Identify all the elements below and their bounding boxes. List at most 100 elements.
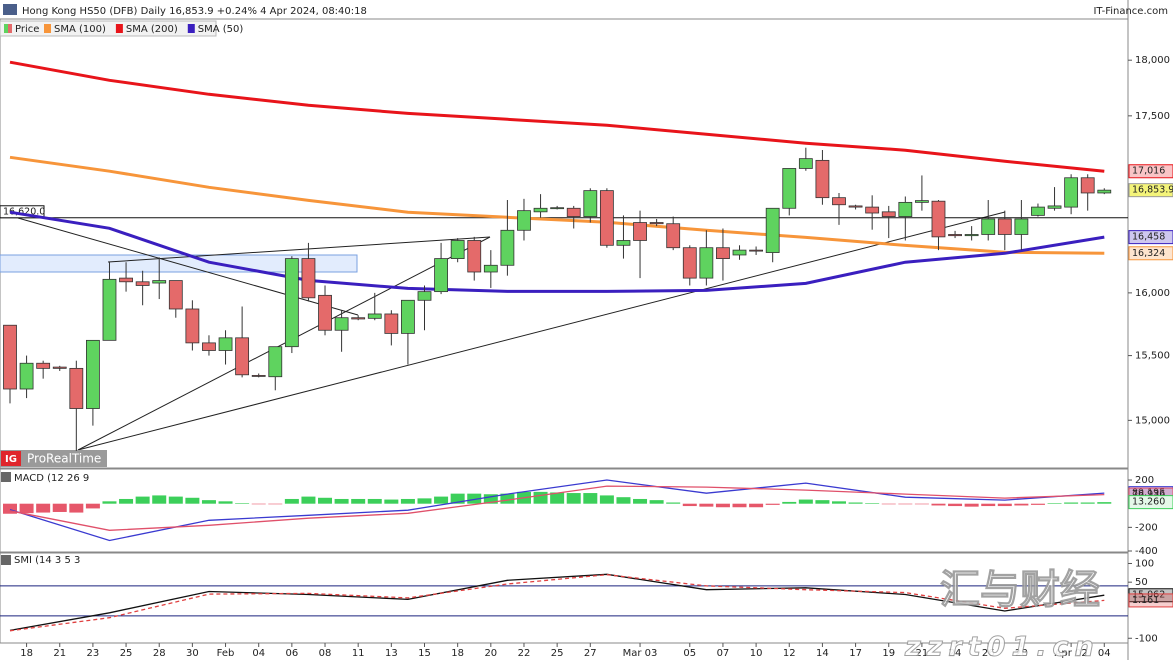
value-tag: 15.062	[1132, 590, 1165, 601]
y-tick-label: 50	[1135, 577, 1148, 588]
x-tick-label: 17	[849, 648, 862, 659]
legend-swatch	[4, 24, 8, 33]
candle-body	[1097, 189, 1112, 194]
histogram-bar	[964, 503, 979, 507]
candle-body	[649, 222, 664, 225]
trendline	[77, 211, 1006, 451]
candle-body	[798, 158, 813, 169]
logo-box	[0, 450, 107, 467]
histogram-bar	[533, 491, 548, 504]
histogram-bar	[997, 503, 1012, 507]
x-tick-label: 04	[252, 648, 265, 659]
histogram-bar	[848, 502, 863, 504]
x-tick-label: 28	[1015, 648, 1028, 659]
candle-body	[185, 308, 200, 344]
x-tick-label: 19	[882, 648, 895, 659]
y-tick-label: -100	[1135, 633, 1158, 644]
x-tick-label: 04	[1098, 648, 1111, 659]
title-icon	[3, 4, 17, 15]
x-tick-label: 05	[683, 648, 696, 659]
candle-body	[268, 346, 283, 378]
histogram-bar	[384, 499, 399, 504]
histogram-bar	[135, 496, 150, 504]
candle-body	[86, 339, 100, 409]
y-tick-label: -400	[1135, 546, 1158, 557]
histogram-bar	[815, 500, 830, 504]
histogram-bar	[218, 501, 233, 504]
candle-body	[964, 234, 979, 237]
value-tag: 17,016	[1132, 166, 1165, 177]
x-tick-label: 11	[352, 648, 365, 659]
candle-body	[318, 294, 332, 331]
candle-body	[351, 317, 366, 320]
histogram-bar	[52, 503, 67, 512]
candle-body	[765, 207, 780, 253]
legend-label: SMA (50)	[198, 24, 244, 35]
histogram-bar	[1014, 503, 1029, 506]
histogram-bar	[715, 503, 730, 508]
series-line	[9, 60, 1105, 173]
x-tick-label: 22	[518, 648, 531, 659]
candle-body	[599, 190, 614, 246]
x-tick-label: 10	[750, 648, 763, 659]
histogram-bar	[351, 498, 366, 504]
candle-body	[119, 277, 133, 283]
candle-body	[36, 362, 51, 369]
candle-body	[1031, 206, 1045, 216]
histogram-bar	[417, 498, 432, 504]
histogram-bar	[765, 503, 780, 505]
candle-body	[848, 205, 863, 208]
histogram-bar	[682, 503, 697, 507]
candle-body	[832, 197, 846, 206]
x-tick-label: 07	[717, 648, 730, 659]
histogram-bar	[948, 503, 963, 507]
value-tag: 89.195	[1132, 488, 1165, 499]
histogram-bar	[583, 493, 598, 504]
candle-body	[749, 249, 763, 252]
logo-brand: IG	[5, 454, 17, 465]
histogram-bar	[782, 501, 797, 504]
candle-body	[782, 168, 797, 209]
candle-body	[235, 337, 250, 376]
histogram-bar	[699, 503, 714, 507]
series-line	[9, 485, 1105, 531]
histogram-bar	[981, 503, 996, 507]
histogram-bar	[201, 500, 216, 504]
histogram-bar	[500, 493, 515, 504]
candle-body	[500, 229, 515, 266]
candle-body	[815, 159, 830, 199]
legend-swatch	[115, 24, 123, 33]
candle-body	[682, 247, 697, 279]
candle-body	[102, 278, 117, 341]
candle-body	[417, 291, 432, 301]
x-tick-label: 15	[418, 648, 431, 659]
histogram-bar	[102, 501, 117, 504]
x-tick-label: 21	[53, 648, 66, 659]
x-tick-label: 28	[153, 648, 166, 659]
histogram-bar	[400, 498, 415, 504]
candle-body	[301, 258, 316, 299]
histogram-bar	[318, 497, 333, 504]
value-tag-box	[1128, 593, 1173, 608]
histogram-bar	[732, 503, 747, 508]
candle-body	[865, 206, 880, 214]
candle-body	[616, 240, 631, 246]
chart-title: Hong Kong HS50 (DFB) Daily 16,853.9 +0.2…	[22, 6, 367, 17]
y-tick-label: 17,500	[1135, 111, 1170, 122]
histogram-bar	[931, 503, 946, 506]
x-tick-label: 18	[20, 648, 33, 659]
candle-body	[898, 201, 913, 217]
macd-title: MACD (12 26 9	[14, 473, 89, 484]
value-tag-box	[1128, 164, 1173, 179]
x-tick-label: 18	[451, 648, 464, 659]
candle-body	[633, 222, 647, 241]
histogram-bar	[251, 503, 266, 505]
series-line	[9, 573, 1105, 632]
logo-brand-box	[1, 451, 21, 466]
histogram-bar	[1047, 503, 1062, 504]
histogram-bar	[284, 498, 299, 504]
histogram-bar	[566, 493, 581, 504]
